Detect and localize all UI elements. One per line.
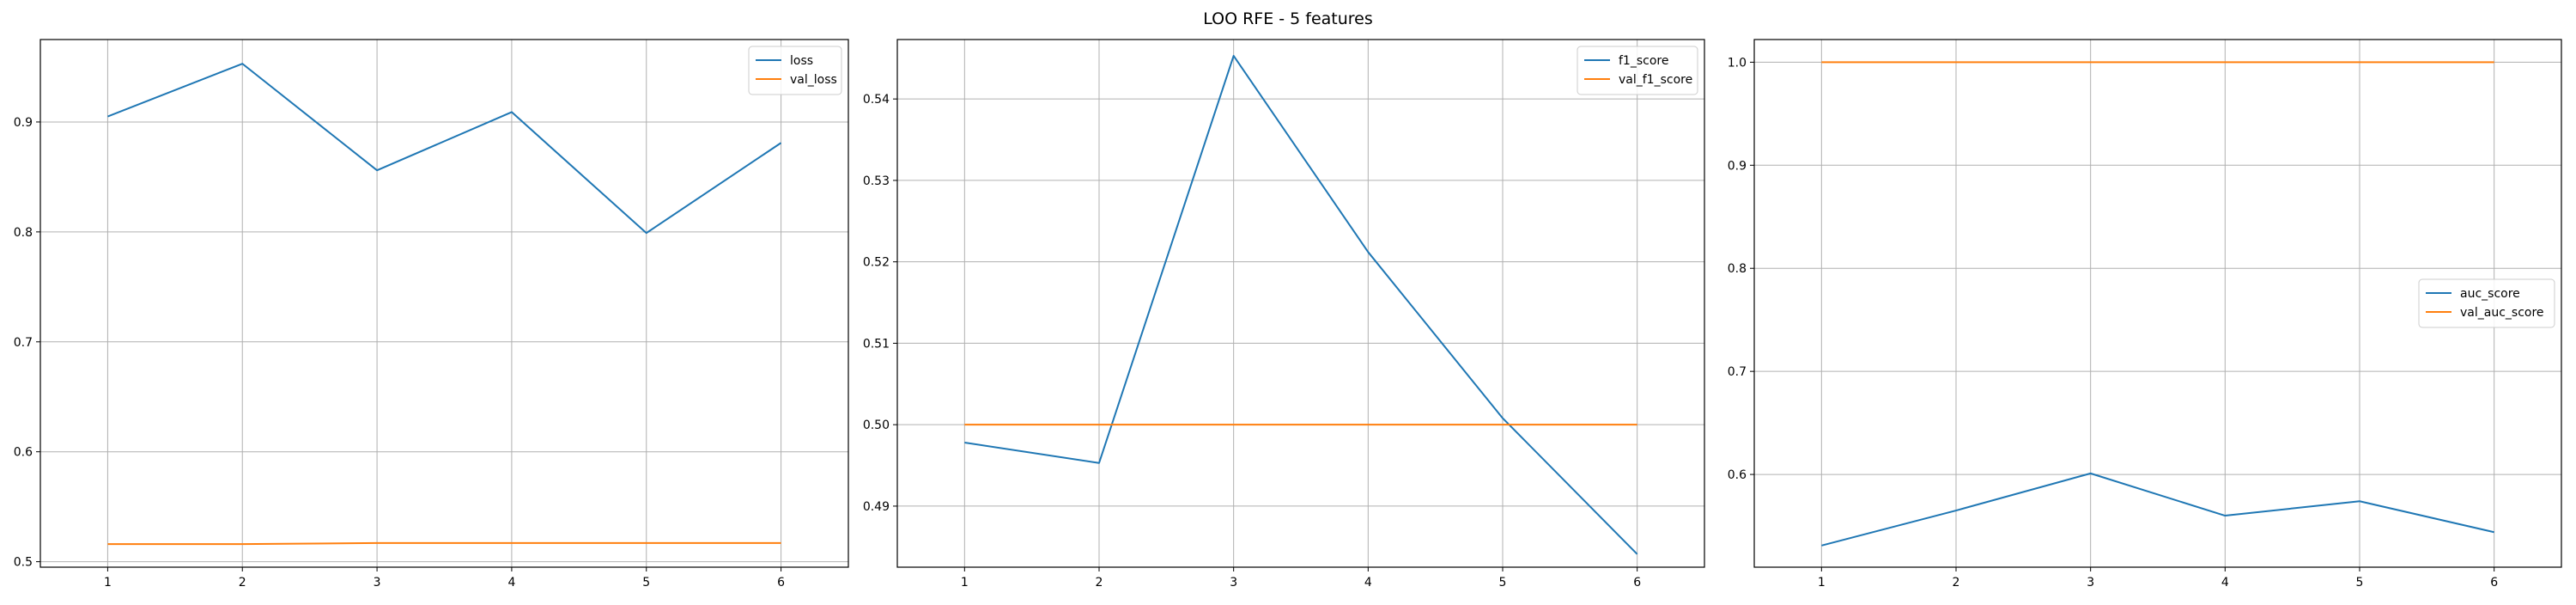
x-tick-label: 4 [2221, 576, 2229, 590]
y-tick-label: 0.8 [1728, 262, 1747, 276]
x-tick-label: 3 [1230, 576, 1237, 590]
y-tick-label: 0.8 [14, 226, 33, 240]
subplot-3: 1 2 3 4 5 6 0.6 0.7 0.8 0.9 1.0 auc_score val_auc_sc… [1728, 39, 2562, 590]
figure-title: LOO RFE - 5 features [1203, 9, 1373, 28]
x-tick-label: 6 [1633, 576, 1641, 590]
y-tick-label: 0.7 [14, 336, 33, 350]
y-tick-label: 1.0 [1728, 56, 1747, 70]
y-tick-label: 0.6 [1728, 468, 1747, 482]
x-tick-label: 2 [1096, 576, 1103, 590]
legend-label: val_auc_score [2460, 306, 2544, 320]
x-tick-label: 6 [2490, 576, 2498, 590]
legend-box [748, 46, 842, 95]
x-tick-label: 4 [507, 576, 515, 590]
y-tick-label: 0.9 [1728, 159, 1747, 173]
x-tick-label: 2 [239, 576, 246, 590]
x-tick-label: 5 [642, 576, 650, 590]
y-tick-label: 0.5 [14, 556, 33, 570]
x-tick-label: 3 [2087, 576, 2094, 590]
x-tick-label: 5 [2356, 576, 2364, 590]
legend-label: loss [790, 54, 813, 68]
x-tick-label: 2 [1953, 576, 1960, 590]
series-line-f1_score [964, 54, 1638, 555]
series-line-loss [107, 63, 782, 235]
subplot-1: 1 2 3 4 5 6 0.5 0.6 0.7 0.8 0.9 loss val_loss [14, 39, 849, 590]
subplots: 1 2 3 4 5 6 0.5 0.6 0.7 0.8 0.9 loss val_loss 1 2 3 4 5 6 0… [14, 39, 2562, 590]
y-tick-label: 0.52 [863, 256, 890, 270]
x-tick-label: 6 [777, 576, 785, 590]
x-tick-label: 1 [104, 576, 112, 590]
legend: auc_score val_auc_score [2418, 278, 2555, 328]
legend-label: val_f1_score [1619, 73, 1692, 87]
y-tick-label: 0.54 [863, 93, 890, 107]
legend-label: val_loss [790, 73, 837, 87]
subplot-2: 1 2 3 4 5 6 0.49 0.50 0.51 0.52 0.53 0.54 f1_scoreva… [863, 39, 1705, 590]
legend-label: f1_score [1619, 54, 1668, 68]
y-tick-label: 0.9 [14, 116, 33, 130]
legend: f1_score val_f1_score [1577, 46, 1698, 95]
axes-frame [39, 39, 849, 568]
y-tick-label: 0.51 [863, 337, 890, 351]
x-tick-label: 1 [961, 576, 969, 590]
legend: loss val_loss [748, 46, 842, 95]
axes-frame [1753, 39, 2562, 568]
axes-frame [896, 39, 1705, 568]
series-line-auc_score [1821, 472, 2494, 547]
legend-label: auc_score [2460, 287, 2520, 301]
y-tick-label: 0.6 [14, 446, 33, 460]
series-line-val_loss [107, 541, 781, 546]
x-tick-label: 1 [1818, 576, 1826, 590]
legend-box [2418, 278, 2555, 328]
y-tick-label: 0.7 [1728, 365, 1747, 379]
y-tick-label: 0.50 [863, 419, 890, 432]
x-tick-label: 5 [1499, 576, 1507, 590]
legend-box [1577, 46, 1698, 95]
x-tick-label: 4 [1364, 576, 1372, 590]
x-tick-label: 3 [374, 576, 381, 590]
y-tick-label: 0.49 [863, 500, 890, 514]
y-tick-label: 0.53 [863, 174, 890, 188]
